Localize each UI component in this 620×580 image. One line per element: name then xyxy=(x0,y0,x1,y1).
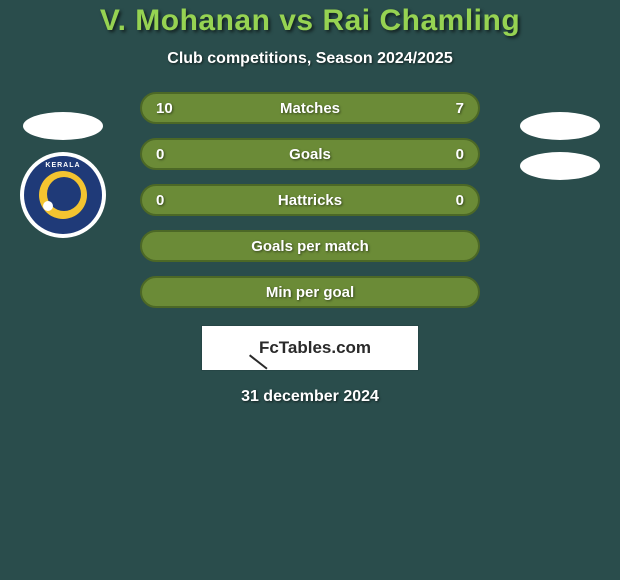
comparison-card: V. Mohanan vs Rai Chamling Club competit… xyxy=(0,0,620,580)
player-avatar-placeholder xyxy=(520,112,600,140)
bar-chart-icon xyxy=(249,340,255,356)
branding-badge: FcTables.com xyxy=(202,326,418,370)
club-badge-ring: KERALA xyxy=(24,156,102,234)
stat-left-value: 10 xyxy=(156,100,180,117)
stat-label: Min per goal xyxy=(266,284,354,301)
stat-left-value: 0 xyxy=(156,146,180,163)
stat-label: Hattricks xyxy=(278,192,342,209)
stat-row-matches: 10 Matches 7 xyxy=(140,92,480,124)
stat-row-hattricks: 0 Hattricks 0 xyxy=(140,184,480,216)
player-avatar-placeholder xyxy=(23,112,103,140)
stat-right-value: 0 xyxy=(440,192,464,209)
stat-row-goals-per-match: Goals per match xyxy=(140,230,480,262)
stat-label: Goals per match xyxy=(251,238,369,255)
stat-left-value: 0 xyxy=(156,192,180,209)
branding-text: FcTables.com xyxy=(259,338,371,358)
stat-row-goals: 0 Goals 0 xyxy=(140,138,480,170)
left-logos: KERALA xyxy=(20,112,106,238)
page-title: V. Mohanan vs Rai Chamling xyxy=(100,4,520,38)
stat-row-min-per-goal: Min per goal xyxy=(140,276,480,308)
stat-label: Matches xyxy=(280,100,340,117)
elephant-icon xyxy=(39,171,87,219)
club-badge-text: KERALA xyxy=(45,162,80,169)
page-subtitle: Club competitions, Season 2024/2025 xyxy=(167,50,452,68)
club-badge-left: KERALA xyxy=(20,152,106,238)
stat-right-value: 7 xyxy=(440,100,464,117)
date-label: 31 december 2024 xyxy=(241,388,379,406)
ball-icon xyxy=(43,201,53,211)
stat-label: Goals xyxy=(289,146,331,163)
stat-right-value: 0 xyxy=(440,146,464,163)
club-badge-placeholder xyxy=(520,152,600,180)
stats-table: 10 Matches 7 0 Goals 0 0 Hattricks 0 Goa… xyxy=(140,92,480,308)
right-logos xyxy=(520,112,600,180)
